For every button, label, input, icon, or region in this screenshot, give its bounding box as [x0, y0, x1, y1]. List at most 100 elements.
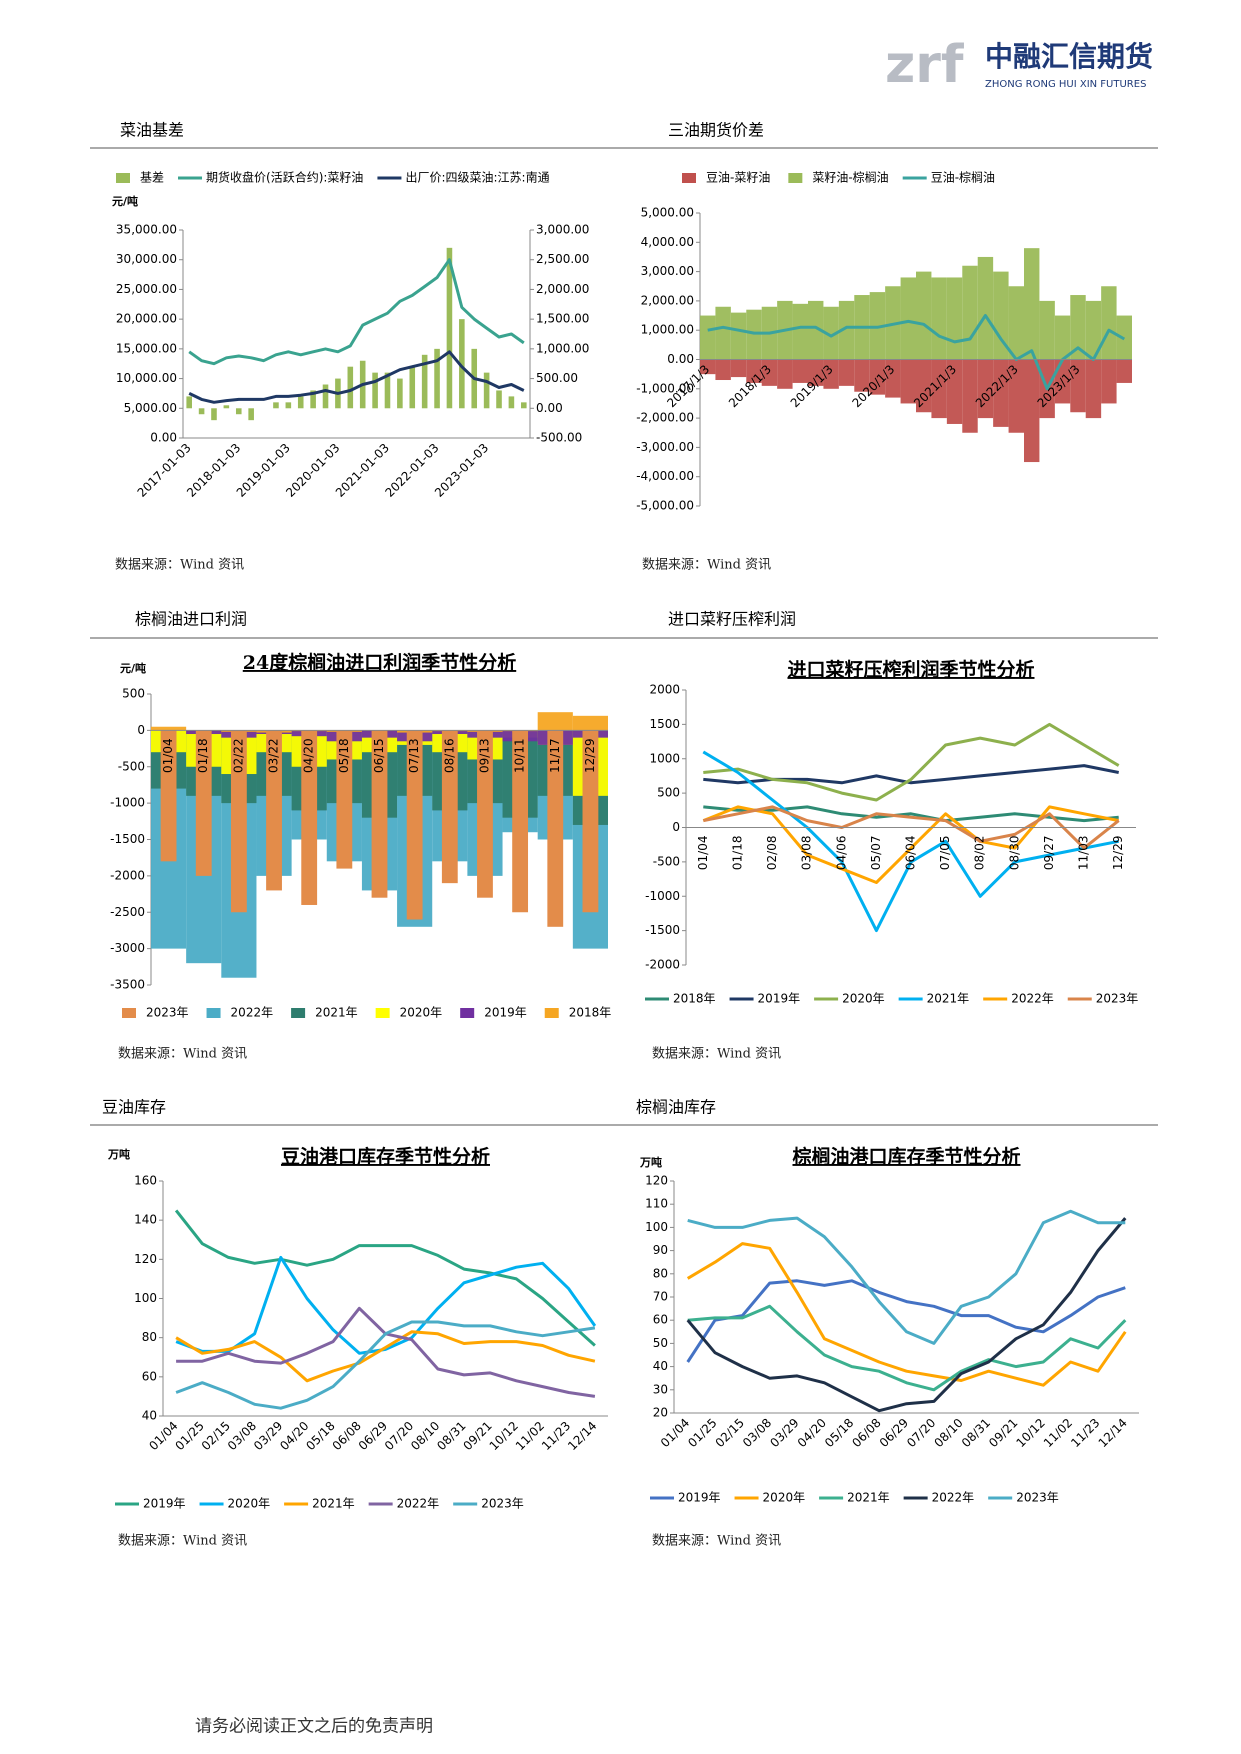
x-tick-label: 07/05	[938, 836, 952, 871]
y-tick-label: 90	[653, 1243, 668, 1257]
series-line	[175, 1320, 596, 1410]
area-segment	[993, 359, 1009, 427]
y-tick-label: -3,000.00	[636, 440, 694, 454]
y-tick-label: 30	[653, 1382, 668, 1396]
data-source: 数据来源：Wind 资讯	[115, 558, 244, 573]
x-tick-label: 08/10	[408, 1419, 442, 1453]
y-tick-label: 160	[134, 1174, 157, 1188]
bar	[273, 402, 279, 409]
bar	[235, 408, 242, 415]
area-segment	[900, 277, 916, 360]
y-tick-label: 40	[142, 1409, 157, 1423]
legend-label: 2020年	[400, 1006, 443, 1020]
y-tick-label: 20	[653, 1406, 668, 1420]
area-segment	[931, 359, 947, 419]
series-line	[686, 1279, 1126, 1363]
y-tick-label: -500	[118, 759, 145, 773]
y-tick-label: 0.00	[667, 352, 694, 366]
series-line	[702, 805, 1119, 884]
y2-tick-label: 3,000.00	[536, 223, 589, 237]
x-tick-label: 11/23	[1068, 1416, 1102, 1450]
area-segment	[854, 359, 870, 392]
legend-label: 2019年	[143, 1497, 186, 1511]
bar	[397, 378, 403, 409]
area-segment	[838, 359, 855, 386]
y-tick-label: -5,000.00	[636, 499, 694, 513]
legend-label: 基差	[140, 171, 164, 185]
y-axis-unit: 元/吨	[112, 194, 138, 208]
x-tick-label: 03/29	[767, 1416, 801, 1450]
x-tick-label: 01/04	[658, 1416, 692, 1450]
area-segment	[977, 256, 994, 360]
bar	[347, 366, 354, 409]
x-tick-label: 03/08	[740, 1416, 774, 1450]
x-tick-label: 10/11	[513, 738, 527, 773]
y-tick-label: 10,000.00	[116, 371, 177, 385]
area-segment	[572, 715, 608, 731]
y-tick-label: 0.00	[150, 431, 177, 445]
legend-label: 2020年	[842, 992, 885, 1006]
area-segment	[777, 359, 793, 389]
series-line	[174, 1209, 596, 1347]
bar	[508, 396, 515, 409]
y2-tick-label: 1,500.00	[536, 312, 589, 326]
bar	[371, 730, 388, 898]
area-segment	[946, 277, 963, 360]
x-tick-label: 05/07	[869, 836, 883, 871]
y-tick-label: 80	[653, 1266, 668, 1280]
area-segment	[1116, 359, 1132, 383]
y-axis-unit: 元/吨	[120, 661, 146, 675]
y-tick-label: 100	[645, 1220, 668, 1234]
legend-label: 2018年	[569, 1006, 612, 1020]
bar	[512, 730, 529, 913]
data-source: 数据来源：Wind 资讯	[652, 1534, 781, 1549]
y-tick-label: 0	[137, 723, 145, 737]
x-tick-label: 04/20	[795, 1416, 829, 1450]
area-segment	[931, 277, 947, 360]
legend-label: 出厂价:四级菜油:江苏:南通	[405, 170, 549, 185]
bar	[547, 730, 564, 927]
legend-swatch	[544, 1008, 559, 1018]
x-tick-label: 05/18	[303, 1419, 337, 1453]
y-tick-label: 60	[142, 1369, 157, 1383]
y-tick-label: 1,000.00	[641, 323, 694, 337]
y-tick-label: -500	[653, 854, 680, 868]
y-tick-label: 5,000.00	[124, 401, 177, 415]
y-tick-label: -1000	[645, 889, 680, 903]
area-segment	[808, 300, 824, 360]
logo: zrf 中融汇信期货 ZHONG RONG HUI XIN FUTURES	[885, 35, 1153, 95]
area-segment	[993, 271, 1009, 360]
legend-label: 2023年	[481, 1497, 524, 1511]
area-segment	[885, 359, 901, 398]
x-tick-label: 01/18	[730, 836, 744, 871]
series-line	[176, 1306, 596, 1398]
area-segment	[977, 359, 994, 419]
x-tick-label: 02/15	[713, 1416, 747, 1450]
bar	[406, 730, 423, 920]
area-segment	[1054, 315, 1071, 360]
bar	[186, 396, 192, 409]
section-title: 棕榈油进口利润	[135, 610, 247, 629]
x-tick-label: 01/25	[685, 1416, 719, 1450]
x-tick-label: 02/08	[765, 836, 779, 871]
company-name: 中融汇信期货	[985, 40, 1153, 73]
area-segment	[700, 359, 716, 375]
bar	[266, 730, 282, 891]
legend-label: 2018年	[673, 992, 716, 1006]
legend-swatch	[291, 1008, 306, 1018]
area-segment	[1024, 359, 1040, 463]
legend-swatch	[206, 1008, 221, 1018]
y2-tick-label: -500.00	[536, 431, 582, 445]
y-tick-label: 4,000.00	[641, 235, 694, 249]
chart-title: 24度棕榈油进口利润季节性分析	[243, 651, 516, 674]
legend-swatch	[788, 173, 803, 183]
legend-label: 2022年	[932, 1491, 975, 1505]
series-line	[188, 258, 525, 366]
x-tick-label: 01/18	[196, 738, 210, 773]
y-tick-label: -1500	[645, 923, 680, 937]
y2-tick-label: 2,500.00	[536, 252, 589, 266]
y-tick-label: 25,000.00	[116, 282, 177, 296]
bar	[322, 384, 329, 409]
